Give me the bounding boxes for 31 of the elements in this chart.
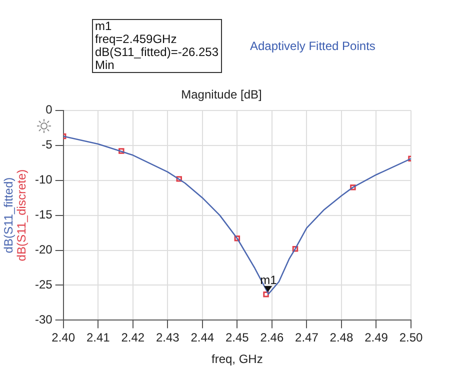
x-tick-label: 2.44 [190,330,214,345]
x-tick-label: 2.41 [86,330,110,345]
y-tick-label: -15 [35,208,53,222]
chart-title: Magnitude [dB] [181,88,262,102]
x-tick-label: 2.42 [121,330,145,345]
point [350,184,356,190]
x-tick-label: 2.50 [399,330,423,345]
x-tick-label: 2.43 [156,330,180,345]
y-tick-label: 0 [46,102,53,117]
x-tick-label: 2.45 [225,330,250,345]
x-tick-label: 2.40 [52,330,76,345]
x-tick-label: 2.48 [330,330,354,345]
point [234,236,240,242]
annotation: m1 [260,272,278,287]
text: dB(S11_fitted) [1,177,16,254]
point [118,148,124,154]
point [176,176,182,182]
x-tick-label: 2.46 [260,330,284,345]
y-tick-label: -20 [35,242,53,257]
text: Adaptively Fitted Points [250,39,376,53]
text: dB(S11_discrete) [14,169,28,262]
point [292,246,298,252]
text: m1 freq=2.459GHz dB(S11_fitted)=-26.253 Min [92,19,222,73]
point [263,291,269,298]
y-tick-label: -5 [42,138,53,152]
x-tick-label: 2.49 [364,330,388,345]
y-tick-label: -10 [35,172,53,187]
y-tick-label: -30 [35,312,53,327]
y-tick-label: -25 [35,278,53,292]
x-axis-title: freq, GHz [211,352,263,366]
x-tick-label: 2.47 [295,330,319,345]
